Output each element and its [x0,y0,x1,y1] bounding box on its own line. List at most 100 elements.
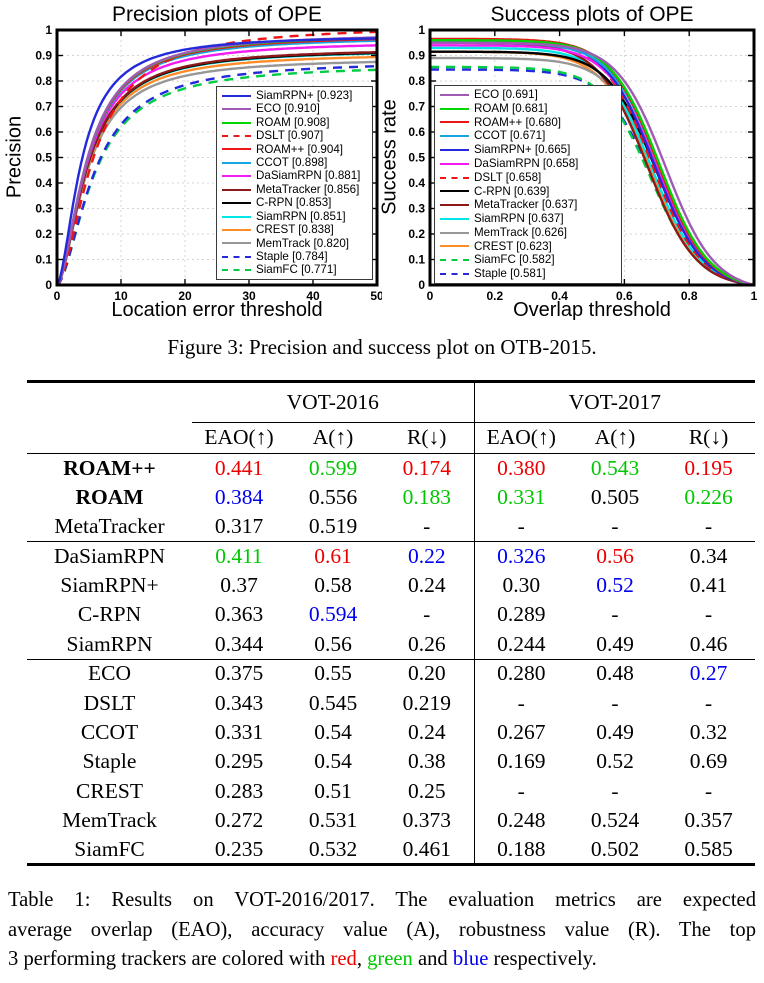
legend-line-sample [222,121,251,124]
curve-Staple [57,65,377,285]
table-cell: - [611,513,619,538]
legend-item-ROAM: ROAM [0.908] [220,116,369,129]
svg-text:0.8: 0.8 [35,74,52,88]
caption-text: and [412,948,453,971]
legend-label: MemTrack [0.626] [474,225,567,239]
legend-label: CREST [0.838] [256,223,334,237]
table-cell: 0.272 [214,808,264,833]
tracker-name: ECO [27,658,192,689]
legend-line-sample [222,269,251,272]
legend-item-Staple: Staple [0.581] [438,267,618,281]
success-tick-labels: 0 0.2 0.4 0.6 0.8 1 0 0.1 0.2 0.3 0.4 0.5 0.6 0.7 0.8 0… [408,23,757,303]
legend-label: CREST [0.623] [474,239,552,253]
legend-item-C-RPN: C-RPN [0.639] [438,184,618,198]
table-row: C-RPN 0.363 0.594 - 0.289 - - [27,600,755,630]
svg-text:10: 10 [114,289,128,303]
legend-line-sample [440,245,469,248]
table-cell: 0.54 [314,719,352,744]
svg-text:0.8: 0.8 [408,74,425,88]
table-cell: 0.289 [473,600,569,630]
svg-text:0.7: 0.7 [35,100,52,114]
legend-label: SiamFC [0.582] [474,253,555,267]
table-cell: 0.599 [308,455,358,480]
table-row: DaSiamRPN 0.411 0.61 0.22 0.326 0.56 0.34 [27,541,756,572]
table-cell: - [704,778,713,803]
table-cell: 0.69 [689,749,728,774]
table-cell: 0.183 [402,484,451,509]
table-row: SiamRPN 0.344 0.56 0.26 0.244 0.49 0.46 [27,629,755,660]
legend-line-sample [222,242,251,245]
legend-line-sample [440,121,469,124]
vot2016-group-header: VOT-2016 [192,381,475,423]
legend-label: MemTrack [0.820] [256,236,349,250]
r-2017-header: R(↓) [662,422,756,454]
legend-label: MetaTracker [0.856] [256,182,360,196]
table-row: Staple 0.295 0.54 0.38 0.169 0.52 0.69 [27,747,755,777]
svg-text:0.4: 0.4 [408,176,425,190]
table-cell: 0.195 [684,455,733,480]
table-cell: - [704,602,713,627]
legend-line-sample [222,94,251,97]
a-2016-header: A(↑) [286,422,380,454]
legend-item-MemTrack: MemTrack [0.820] [220,237,369,250]
table-cell: 0.585 [684,836,733,861]
tracker-name: Staple [82,749,137,774]
legend-label: ROAM++ [0.680] [474,115,561,129]
table-cell: 0.32 [689,719,728,744]
svg-text:0.4: 0.4 [551,289,568,303]
legend-line-sample [222,215,251,218]
table-cell: 0.46 [689,631,728,656]
table-cell: 0.49 [596,631,634,656]
legend-item-MetaTracker: MetaTracker [0.856] [220,183,369,196]
success-plot-title: Success plots of OPE [490,3,694,26]
success-ticks [429,29,755,286]
table-cell: 0.24 [407,573,446,597]
svg-text:0.9: 0.9 [408,49,425,63]
legend-item-SiamRPN+: SiamRPN+ [0.665] [438,143,618,157]
legend-line-sample [440,273,469,276]
table-cell: 0.556 [308,484,358,509]
legend-item-SiamRPN: SiamRPN [0.851] [220,210,369,223]
table-row: SiamRPN+ 0.37 0.58 0.24 0.30 0.52 0.41 [27,571,755,601]
table-cell: - [704,513,713,538]
legend-label: CCOT [0.671] [474,129,546,143]
precision-ticks [56,29,378,286]
legend-label: ROAM++ [0.904] [256,142,343,156]
table-cell: 0.56 [568,541,663,572]
legend-item-DaSiamRPN: DaSiamRPN [0.658] [438,157,618,171]
tracker-name: MetaTracker [54,513,165,538]
tracker-name: C-RPN [77,602,142,627]
table-cell: 0.49 [596,719,634,744]
table-cell: - [473,688,569,719]
table-row: ECO 0.375 0.55 0.20 0.280 0.48 0.27 [27,658,756,689]
a-2017-header: A(↑) [568,422,663,454]
svg-text:0.2: 0.2 [486,289,503,303]
svg-text:1: 1 [45,23,52,37]
table-cell: - [611,690,619,715]
table-cell: 0.55 [286,658,380,689]
table-cell: 0.38 [407,749,446,774]
legend-label: C-RPN [0.853] [256,196,332,210]
table-cell: 0.461 [402,836,451,861]
svg-text:0.6: 0.6 [408,125,425,139]
tracker-name: ROAM++ [63,455,156,480]
legend-line-sample [440,217,469,220]
svg-text:0: 0 [427,289,434,303]
legend-item-CCOT: CCOT [0.671] [438,129,618,143]
table-row: MemTrack 0.272 0.531 0.373 0.248 0.524 0.357 [27,806,755,836]
table-row: SiamFC 0.235 0.532 0.461 0.188 0.502 0.585 [27,835,755,865]
table-cell: 0.30 [473,571,569,601]
legend-item-DSLT: DSLT [0.907] [220,129,369,142]
svg-text:40: 40 [306,289,320,303]
table-cell: 0.532 [308,836,358,861]
svg-text:0.2: 0.2 [35,227,52,241]
legend-line-sample [440,93,469,96]
success-legend: ECO [0.691] ROAM [0.681] ROAM++ [0.680] CCO… [434,85,622,284]
svg-text:0: 0 [418,278,425,292]
table-cell: 0.375 [192,658,286,689]
legend-label: DSLT [0.907] [256,129,324,143]
legend-label: SiamRPN+ [0.665] [474,143,571,157]
legend-item-SiamRPN+: SiamRPN+ [0.923] [220,89,369,102]
table-cell: 0.594 [308,602,358,627]
